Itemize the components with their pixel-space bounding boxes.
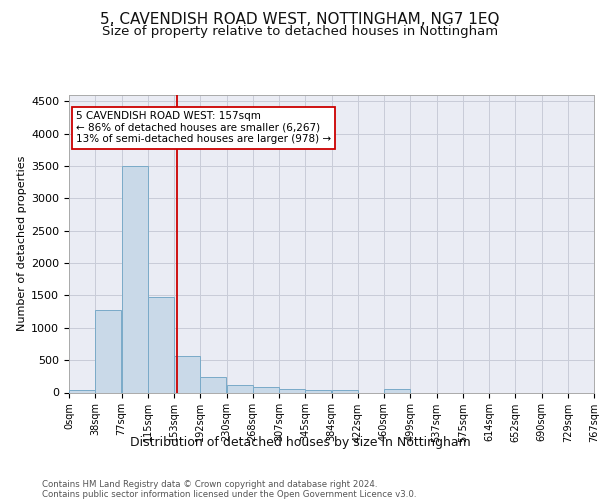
Text: 5, CAVENDISH ROAD WEST, NOTTINGHAM, NG7 1EQ: 5, CAVENDISH ROAD WEST, NOTTINGHAM, NG7 …	[100, 12, 500, 28]
Bar	[227, 385, 253, 392]
Bar	[332, 390, 358, 392]
Bar	[200, 377, 226, 392]
Text: Distribution of detached houses by size in Nottingham: Distribution of detached houses by size …	[130, 436, 470, 449]
Bar	[148, 298, 174, 392]
Bar	[384, 389, 410, 392]
Text: Contains HM Land Registry data © Crown copyright and database right 2024.
Contai: Contains HM Land Registry data © Crown c…	[42, 480, 416, 500]
Bar	[305, 390, 331, 392]
Text: Size of property relative to detached houses in Nottingham: Size of property relative to detached ho…	[102, 25, 498, 38]
Y-axis label: Number of detached properties: Number of detached properties	[17, 156, 27, 332]
Bar	[69, 390, 95, 392]
Bar	[122, 166, 148, 392]
Text: 5 CAVENDISH ROAD WEST: 157sqm
← 86% of detached houses are smaller (6,267)
13% o: 5 CAVENDISH ROAD WEST: 157sqm ← 86% of d…	[76, 111, 331, 144]
Bar	[95, 310, 121, 392]
Bar	[279, 388, 305, 392]
Bar	[174, 356, 200, 393]
Bar	[253, 388, 279, 392]
